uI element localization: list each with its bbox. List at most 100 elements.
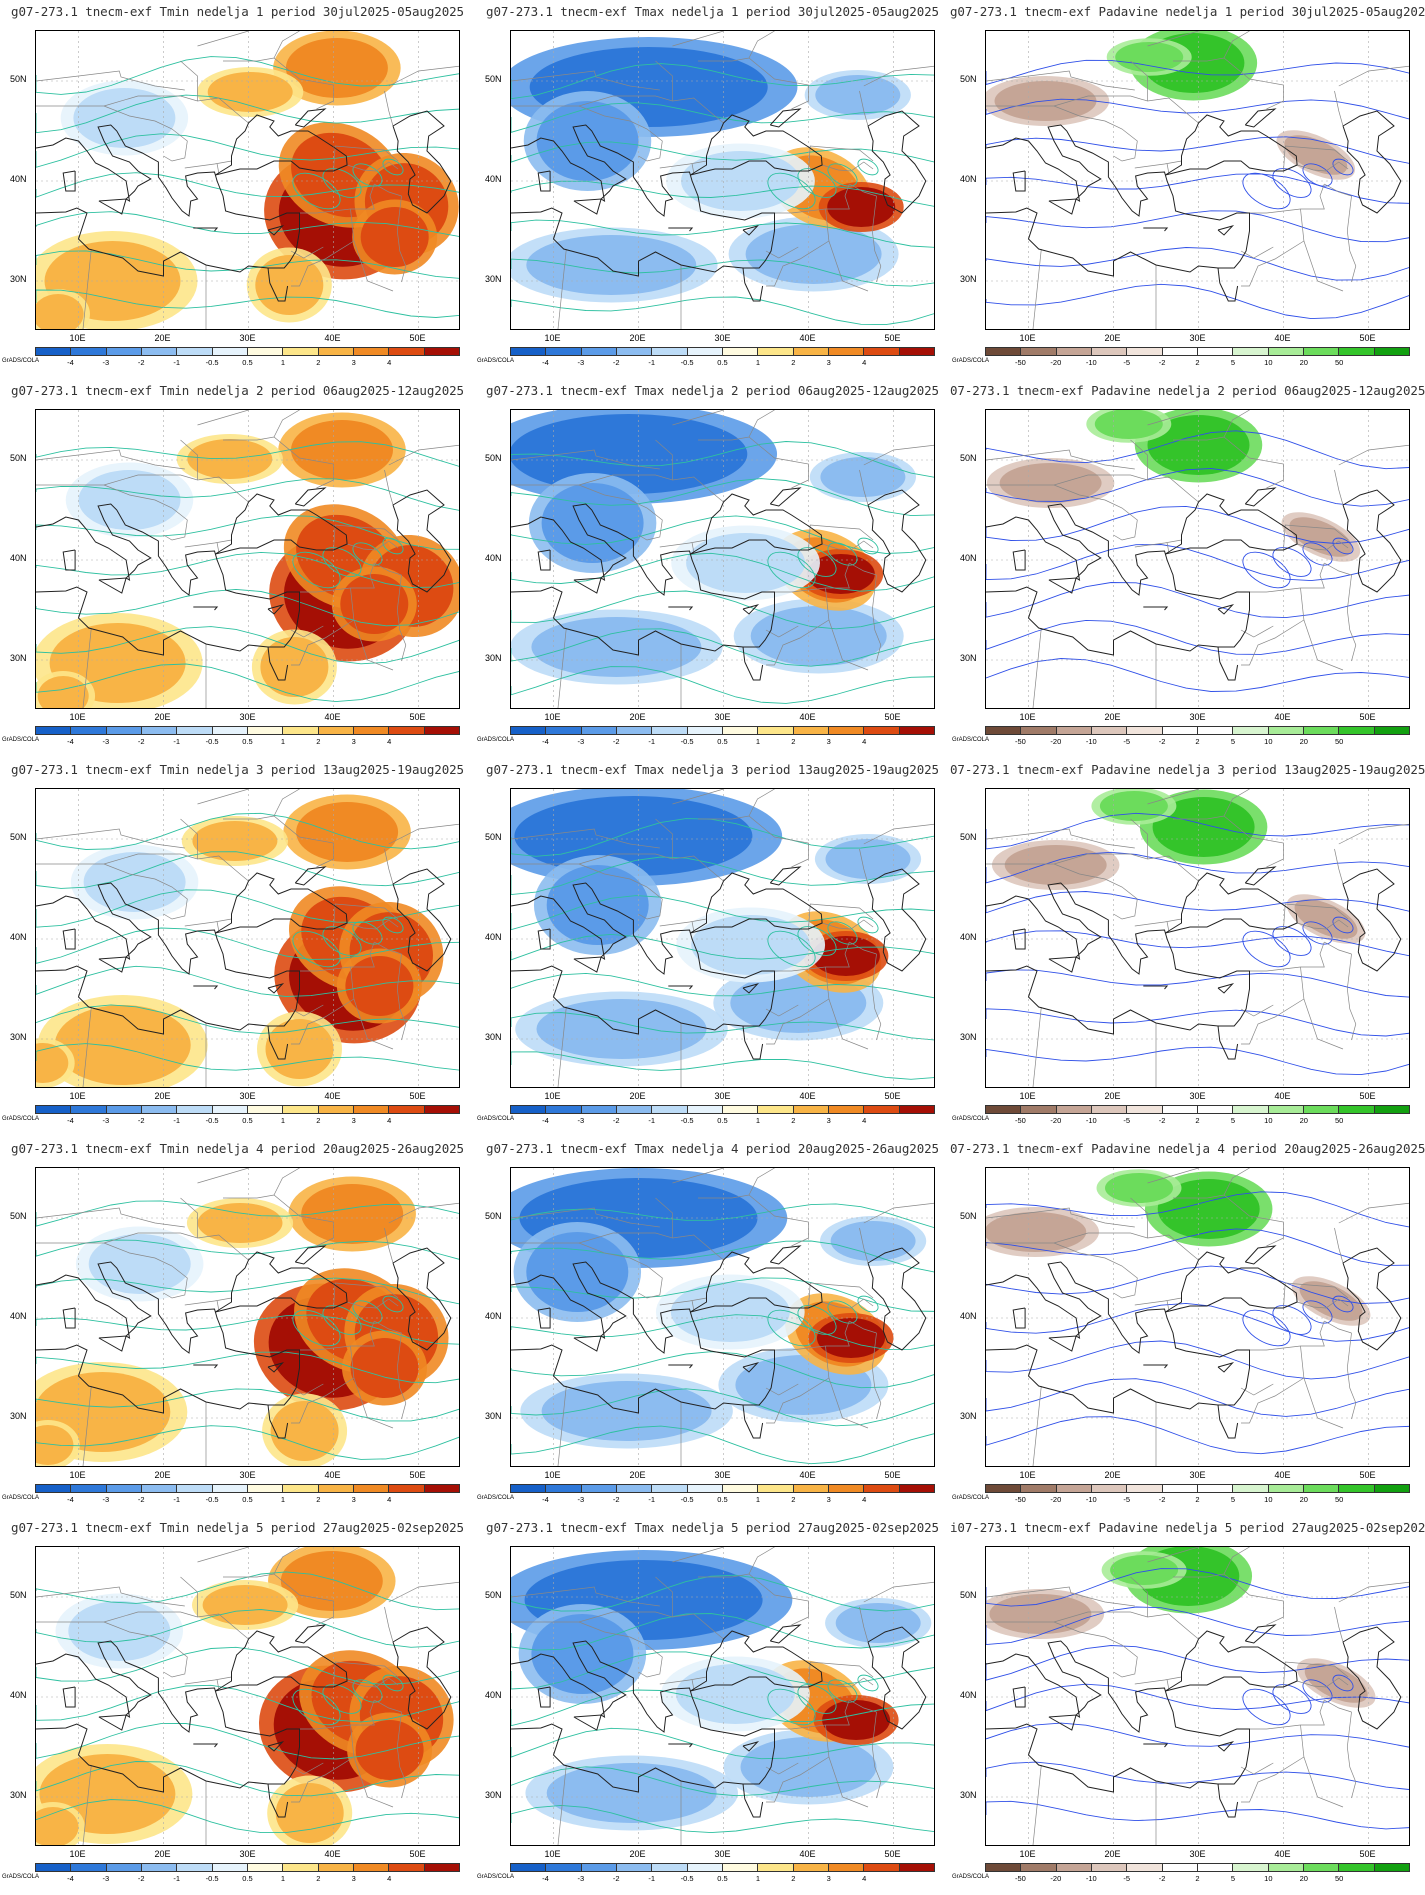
- colorbar-swatch: [1056, 1485, 1092, 1492]
- longitude-label: 30E: [714, 333, 731, 343]
- contour-line: [511, 1314, 934, 1350]
- coastline: [1244, 108, 1277, 128]
- coastline: [744, 1798, 764, 1818]
- country-border: [1032, 1764, 1042, 1845]
- country-border: [659, 1676, 707, 1685]
- contour-line: [36, 172, 459, 198]
- longitude-label: 10E: [544, 1849, 561, 1859]
- colorbar-swatch: [71, 727, 107, 734]
- colorbar-swatch: [283, 1485, 319, 1492]
- colorbar-swatch: [687, 1485, 723, 1492]
- country-border: [578, 1621, 663, 1678]
- colorbar-swatch: [758, 1106, 794, 1113]
- longitude-label: 40E: [1274, 1091, 1291, 1101]
- colorbar-swatch: [71, 1106, 107, 1113]
- colorbar-tick-label: -0.5: [680, 1874, 694, 1883]
- colorbar-tick-label: -4: [542, 1495, 549, 1504]
- colorbar-tick-label: 1: [280, 737, 285, 746]
- colorbar: [985, 1105, 1410, 1114]
- coastline: [1012, 928, 1026, 950]
- contour-line: [36, 927, 459, 964]
- longitude-label: 50E: [409, 1470, 426, 1480]
- country-border: [1166, 1300, 1170, 1311]
- colorbar-swatch: [1303, 348, 1340, 355]
- country-border: [1338, 444, 1409, 466]
- latitude-label: 40N: [485, 553, 502, 563]
- coastline: [690, 872, 823, 934]
- contour-line: [382, 1674, 404, 1692]
- country-border: [273, 789, 300, 817]
- colorbar-swatch: [899, 727, 934, 734]
- coastline: [267, 604, 285, 615]
- anomaly-area: [541, 483, 644, 563]
- colorbar-swatch: [546, 1864, 582, 1871]
- country-border: [698, 815, 809, 868]
- colorbar-tick-label: 2: [1195, 358, 1200, 367]
- colorbar-tick-label: 1: [755, 1495, 760, 1504]
- country-border: [821, 919, 874, 930]
- anomaly-area: [207, 72, 293, 112]
- anomaly-area: [265, 1019, 334, 1079]
- longitude-label: 20E: [154, 1091, 171, 1101]
- colorbar-tick-label: 3: [826, 358, 831, 367]
- contour-line: [986, 1606, 1409, 1646]
- country-border: [1296, 1298, 1349, 1309]
- colorbar-tick-label: 5: [1230, 358, 1235, 367]
- colorbar-tick-label: -0.5: [680, 1495, 694, 1504]
- anomaly-area: [830, 1221, 916, 1261]
- country-border: [1134, 160, 1182, 169]
- country-border: [374, 1320, 402, 1334]
- contour-line: [986, 1302, 1409, 1342]
- colorbar: [985, 726, 1410, 735]
- map-svg: [36, 31, 459, 329]
- contour-line: [797, 926, 837, 956]
- colorbar-swatch: [1162, 348, 1198, 355]
- longitude-label: 10E: [544, 333, 561, 343]
- country-border: [849, 1699, 877, 1713]
- contour-line: [857, 537, 879, 555]
- coastline: [1217, 983, 1235, 994]
- longitude-label: 10E: [1019, 1849, 1036, 1859]
- colorbar-tick-label: -4: [67, 1874, 74, 1883]
- map-panel: g07-273.1 tnecm-exf Tmin nedelja 2 perio…: [0, 379, 475, 758]
- latitude-label: 30N: [960, 1411, 977, 1421]
- country-border: [36, 1207, 185, 1228]
- colorbar-tick-label: -4: [67, 358, 74, 367]
- colorbar-swatch: [353, 1485, 390, 1492]
- coastline: [1244, 866, 1277, 886]
- country-border: [353, 1377, 394, 1429]
- coastline: [215, 872, 348, 934]
- country-border: [986, 70, 1135, 91]
- colorbar: [35, 1105, 460, 1114]
- colorbar-swatch: [864, 1864, 900, 1871]
- coastline: [769, 1624, 802, 1644]
- latitude-label: 40N: [485, 174, 502, 184]
- coastline: [1217, 1404, 1221, 1421]
- country-border: [180, 818, 198, 859]
- longitude-label: 20E: [1104, 1470, 1121, 1480]
- country-border: [1130, 60, 1148, 101]
- contour-line: [36, 1684, 459, 1723]
- map-panel: 07-273.1 tnecm-exf Padavine nedelja 2 pe…: [950, 379, 1425, 758]
- latitude-label: 30N: [960, 1032, 977, 1042]
- country-border: [333, 1661, 399, 1688]
- colorbar-swatch: [828, 348, 865, 355]
- colorbar-swatch: [71, 1485, 107, 1492]
- country-border: [821, 1677, 874, 1688]
- country-border: [659, 539, 707, 548]
- colorbar-labels: -4 -3 -2 -1 -0.5 0.5 1 2 3 4: [35, 358, 460, 370]
- colorbar-swatch: [581, 1106, 617, 1113]
- colorbar-swatch: [616, 727, 653, 734]
- grads-credit: GrADS/COLA: [477, 1874, 515, 1880]
- grads-credit: GrADS/COLA: [952, 1874, 990, 1880]
- coastline: [1217, 225, 1235, 236]
- contour-line: [36, 1425, 459, 1460]
- colorbar-tick-label: 3: [826, 737, 831, 746]
- country-border: [986, 1207, 1135, 1228]
- contour-line: [1272, 926, 1312, 956]
- country-border: [808, 903, 874, 930]
- country-border: [374, 183, 402, 197]
- colorbar-tick-label: 2: [316, 1874, 321, 1883]
- colorbar-tick-label: 2: [1195, 1116, 1200, 1125]
- map-svg: [986, 789, 1409, 1087]
